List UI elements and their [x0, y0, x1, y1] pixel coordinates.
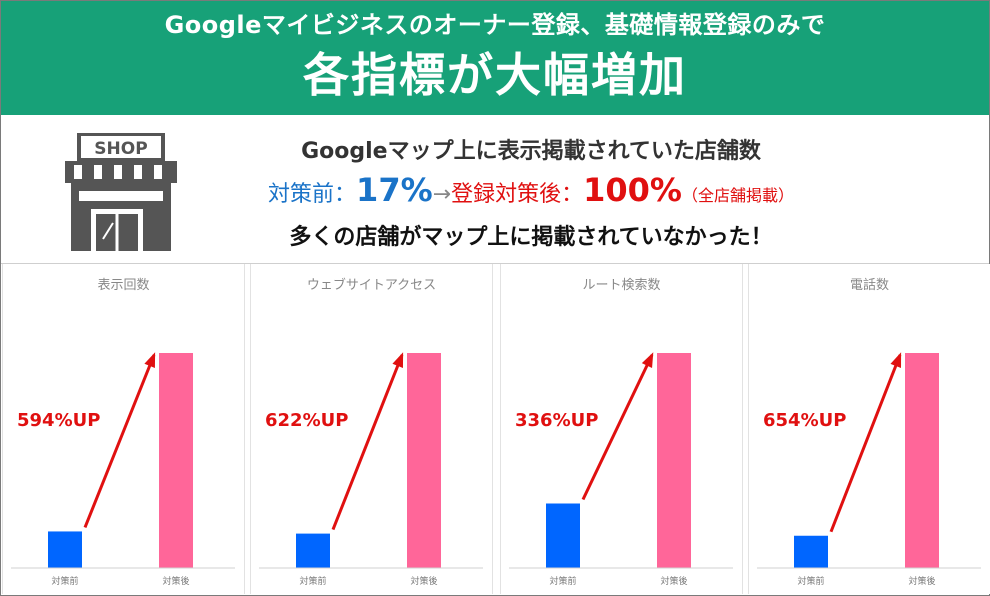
before-label: 対策前：	[268, 182, 357, 207]
after-label: 登録対策後：	[451, 182, 584, 207]
increase-arrow-line	[331, 354, 404, 531]
increase-arrow-line	[83, 354, 156, 529]
bar-before	[48, 531, 82, 568]
chart-panel-route: ルート検索数対策前 対策後 336%UP	[500, 264, 743, 594]
arrow-head-icon	[890, 352, 902, 368]
headline-line1: Googleマイビジネスのオーナー登録、基礎情報登録のみで	[164, 11, 826, 39]
x-tick-label: 対策後	[162, 575, 189, 587]
info-subtitle: 多くの店舗がマップ上に掲載されていなかった！	[289, 225, 773, 250]
x-tick-label: 対策後	[410, 575, 437, 587]
after-value: 100%	[583, 171, 682, 209]
x-tick-label: 対策前	[51, 575, 78, 587]
x-tick-label: 対策前	[549, 575, 576, 587]
arrow-right-icon: →	[432, 182, 452, 207]
info-stats: 対策前：17%→登録対策後：100%（全店舗掲載）	[201, 171, 861, 209]
info-title: Googleマップ上に表示掲載されていた店舗数	[301, 139, 761, 164]
arrow-head-icon	[641, 352, 654, 368]
chart-panel-impressions: 表示回数対策前 対策後 594%UP	[2, 264, 245, 594]
headline-banner: Googleマイビジネスのオーナー登録、基礎情報登録のみで 各指標が大幅増加	[1, 1, 989, 115]
bar-after	[407, 353, 441, 568]
bar-before	[794, 535, 828, 568]
x-tick-label: 対策前	[797, 575, 824, 587]
shop-sign-text: SHOP	[94, 139, 147, 159]
x-tick-label: 対策後	[908, 575, 935, 587]
chart-title: 電話数	[850, 277, 889, 293]
increase-arrow-line	[829, 354, 902, 533]
increase-annotation: 594%UP	[17, 410, 100, 431]
arrow-head-icon	[144, 352, 156, 368]
bar-before	[296, 533, 330, 568]
bar-before	[546, 503, 580, 568]
increase-arrow-line	[581, 354, 654, 501]
shop-icon: SHOP	[65, 133, 177, 251]
chart-panel-calls: 電話数対策前 対策後 654%UP	[748, 264, 990, 594]
x-tick-label: 対策後	[660, 575, 687, 587]
bar-after	[159, 353, 193, 568]
increase-annotation: 622%UP	[265, 410, 348, 431]
increase-annotation: 336%UP	[515, 410, 598, 431]
chart-title: ウェブサイトアクセス	[307, 277, 436, 293]
chart-panel-website: ウェブサイトアクセス対策前 対策後 622%UP	[250, 264, 493, 594]
bar-after	[905, 353, 939, 568]
bar-after	[657, 353, 691, 568]
arrow-head-icon	[392, 352, 404, 368]
chart-title: 表示回数	[97, 278, 149, 293]
after-note: （全店舗掲載）	[681, 186, 794, 205]
x-tick-label: 対策前	[299, 575, 326, 587]
headline-line2: 各指標が大幅増加	[303, 48, 687, 102]
increase-annotation: 654%UP	[763, 410, 846, 431]
before-value: 17%	[356, 171, 433, 209]
chart-title: ルート検索数	[582, 278, 660, 293]
info-section: SHOP Googleマップ上に表示掲載されていた店舗数 対策前：17%→登録対…	[1, 115, 989, 264]
